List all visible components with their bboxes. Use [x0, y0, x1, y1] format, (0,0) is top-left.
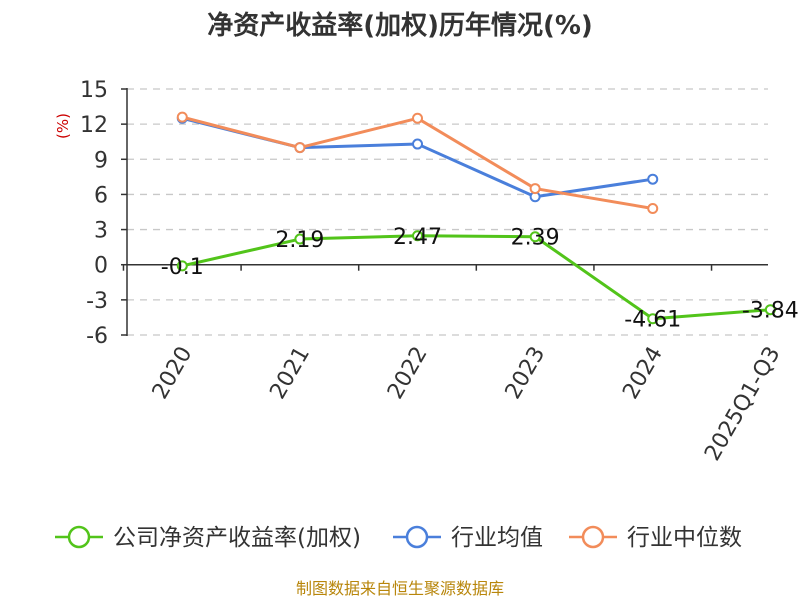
data-point [176, 111, 188, 123]
x-tick-label: 2025Q1-Q3 [700, 343, 785, 466]
data-point [294, 142, 306, 154]
data-point [176, 260, 188, 272]
legend-label: 行业中位数 [627, 525, 742, 551]
data-label: 2.47 [393, 225, 442, 250]
data-point [529, 231, 541, 243]
y-tick-label: 3 [94, 219, 108, 244]
series-line [181, 116, 653, 199]
x-tick-labels: 2020 2021 2022 2023 2024 2025Q1-Q3 [148, 343, 786, 466]
x-tick-label: 2023 [501, 343, 551, 404]
data-point [647, 173, 659, 185]
x-tick-label: 2020 [148, 343, 198, 404]
data-labels: -0.1 2.19 2.47 2.39 -4.61 -3.84 [161, 225, 799, 333]
data-label: 2.19 [275, 228, 324, 253]
y-tick-labels: 15 12 9 6 3 0 -3 -6 [80, 78, 108, 349]
y-tick-label: -6 [86, 324, 108, 349]
data-label: -3.84 [742, 299, 799, 324]
x-tick-label: 2022 [383, 343, 433, 404]
series-group [176, 111, 776, 325]
data-label: 2.39 [511, 226, 560, 251]
data-point [294, 233, 306, 245]
data-point [647, 313, 659, 325]
legend-label: 行业均值 [451, 525, 543, 551]
y-tick-label: 0 [94, 254, 108, 279]
x-tick-label: 2024 [618, 343, 668, 404]
data-point [412, 230, 424, 242]
data-point [764, 304, 776, 316]
x-tick-label: 2021 [265, 343, 315, 404]
data-label: -0.1 [161, 255, 204, 280]
series-line [181, 234, 771, 321]
y-tick-label: 12 [80, 113, 108, 138]
legend-label: 公司净资产收益率(加权) [113, 525, 361, 551]
data-point [412, 112, 424, 124]
y-axis-unit: (%) [54, 113, 72, 139]
grid-lines [127, 88, 768, 336]
chart-title: 净资产收益率(加权)历年情况(%) [207, 10, 593, 41]
y-tick-label: 15 [80, 78, 108, 103]
footer-source: 制图数据来自恒生聚源数据库 [296, 579, 504, 598]
y-tick-label: 9 [94, 148, 108, 173]
y-tick-label: 6 [94, 183, 108, 208]
legend-swatch-marker [405, 525, 429, 549]
data-label: -4.61 [624, 308, 681, 333]
legend-swatch-marker [67, 525, 91, 549]
legend: 公司净资产收益率(加权) 行业均值 行业中位数 [55, 525, 742, 551]
y-tick-label: -3 [86, 289, 108, 314]
data-point [412, 138, 424, 150]
legend-swatch-marker [581, 525, 605, 549]
data-point [529, 183, 541, 195]
data-point [647, 202, 659, 214]
axes [121, 88, 768, 336]
